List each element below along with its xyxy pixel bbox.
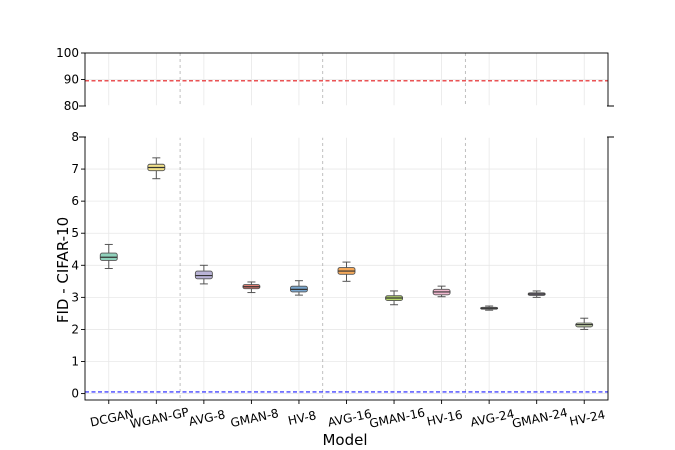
box-wgan-gp: [147, 157, 166, 180]
x-axis-label: Model: [322, 431, 367, 449]
y-tick-label: 0: [71, 387, 79, 401]
top-panel: 80 90 100: [56, 46, 614, 138]
box-avg-24: [480, 305, 499, 311]
y-tick-label: 100: [56, 46, 79, 60]
box-gman-8: [242, 281, 261, 294]
box-hv-16: [432, 285, 451, 298]
box-avg-8: [194, 264, 213, 285]
y-tick-label: 2: [71, 322, 79, 336]
y-axis-label: FID - CIFAR-10: [54, 217, 72, 323]
x-tick-label: AVG-16: [326, 407, 372, 430]
x-tick-label: GMAN-16: [368, 405, 426, 430]
x-tick-label: GMAN-24: [511, 405, 569, 430]
box-body: [194, 270, 213, 280]
box-gman-24: [527, 290, 546, 298]
x-tick-label: HV-24: [568, 407, 606, 428]
y-tick-label: 5: [71, 226, 79, 240]
y-tick-label: 90: [64, 73, 79, 87]
x-tick-label: WGAN-GP: [129, 405, 190, 431]
x-tick-label: HV-8: [287, 408, 318, 428]
box-avg-16: [337, 261, 356, 282]
y-tick-label: 4: [71, 258, 79, 272]
x-tick-label: AVG-8: [188, 407, 227, 428]
y-tick-label: 1: [71, 355, 79, 369]
box-dcgan: [99, 243, 118, 269]
x-tick-label: HV-16: [426, 407, 464, 428]
y-tick-label: 6: [71, 194, 79, 208]
y-tick-label: 3: [71, 290, 79, 304]
y-tick-label: 8: [71, 130, 79, 144]
x-tick-label: AVG-24: [469, 407, 515, 430]
y-tick-label: 7: [71, 162, 79, 176]
box-hv-24: [575, 317, 594, 330]
box-gman-16: [385, 290, 403, 306]
box-hv-8: [290, 280, 308, 296]
x-tick-label: GMAN-8: [229, 406, 280, 430]
y-tick-label: 80: [64, 99, 79, 113]
